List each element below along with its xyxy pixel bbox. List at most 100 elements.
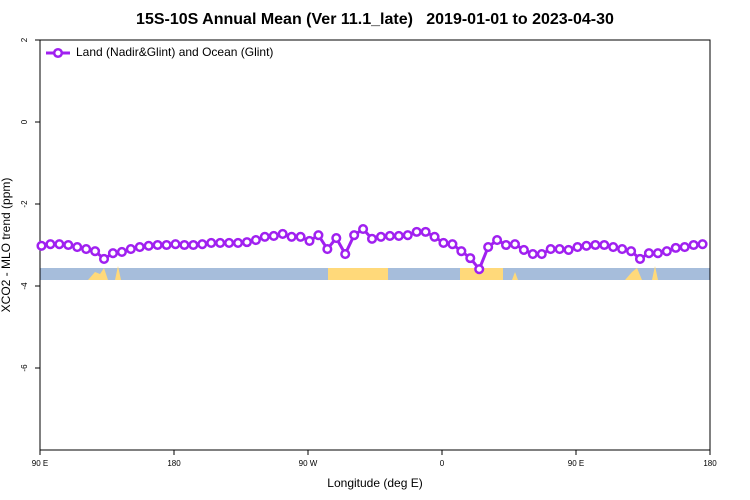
data-point [152,239,163,251]
data-point [679,242,690,253]
chart-title: 15S-10S Annual Mean (Ver 11.1_late) 2019… [136,11,614,28]
data-point [36,240,47,251]
land-spike [88,268,108,280]
data-point [90,246,101,257]
data-point [492,235,503,246]
land-band [328,268,388,280]
data-point [134,242,145,253]
data-point [366,233,378,244]
data-point [72,242,83,253]
data-point [313,230,324,241]
data-point [170,239,181,250]
data-point [232,237,244,248]
data-point [545,244,556,255]
legend-label: Land (Nadir&Glint) and Ocean (Glint) [76,45,273,59]
data-point [661,246,672,257]
y-tick-label: 2 [20,37,29,42]
data-point [509,239,521,250]
data-point [98,253,110,264]
land-spike [652,266,658,280]
data-point [393,230,404,242]
data-point [340,248,351,260]
data-point [634,253,646,264]
data-point [197,239,208,250]
data-point [349,230,360,241]
land-ocean-mask [40,266,710,280]
data-point [268,230,279,242]
data-point [670,242,681,253]
data-point [554,244,565,255]
data-point [384,230,395,242]
y-tick-label: 0 [20,119,29,124]
data-point [581,240,592,251]
data-point [447,239,458,250]
data-point [608,242,619,253]
data-point [617,244,628,255]
data-point [572,242,583,253]
x-tick-label: 90 W [299,459,318,468]
x-tick-label: 0 [440,459,445,468]
data-point [688,239,699,251]
data-point [420,226,431,237]
data-point [107,248,119,259]
data-point [322,244,333,255]
data-point [304,235,315,246]
data-point [143,240,154,251]
x-axis-title: Longitude (deg E) [327,476,422,490]
land-spike [115,266,121,280]
data-point [375,231,387,242]
data-point [179,239,190,251]
x-tick-label: 180 [167,459,181,468]
y-axis-title: XCO2 - MLO trend (ppm) [0,178,13,313]
x-tick-label: 90 E [568,459,584,468]
data-point [483,242,494,253]
data-point [250,235,261,246]
data-point [259,231,270,242]
data-point [63,239,74,251]
y-tick-label: -4 [20,282,29,290]
data-point [295,231,306,242]
data-point [590,239,601,251]
data-point [241,237,253,248]
data-point [81,244,92,255]
data-point [518,244,529,255]
data-point [45,239,56,250]
data-point [116,246,127,258]
x-tick-label: 180 [703,459,717,468]
land-band [460,268,503,280]
data-point [224,237,235,248]
data-point [188,239,199,251]
data-point [536,248,547,260]
data-point [652,248,663,259]
data-point [599,239,610,251]
data-point [286,231,297,242]
data-point [331,232,342,244]
land-spike [512,272,518,280]
data-point [54,239,65,250]
data-point [358,223,369,235]
data-point [206,237,217,248]
x-tick-label: 90 E [32,459,48,468]
data-point [215,237,226,248]
legend-marker [52,47,64,59]
data-point [456,246,467,257]
data-point [411,226,422,237]
y-tick-label: -2 [20,200,29,208]
land-spike [625,268,642,280]
y-tick-label: -6 [20,364,29,372]
data-point [402,230,413,241]
data-point [697,239,708,250]
data-point [465,253,476,264]
data-point [626,246,637,257]
data-point [527,248,538,260]
data-point [563,244,574,255]
data-point [500,239,512,251]
data-point [643,248,655,259]
data-point [438,237,449,248]
data-point [474,264,485,275]
data-point [125,244,136,255]
data-point [429,231,440,242]
data-point [161,239,172,251]
data-point [277,228,288,239]
